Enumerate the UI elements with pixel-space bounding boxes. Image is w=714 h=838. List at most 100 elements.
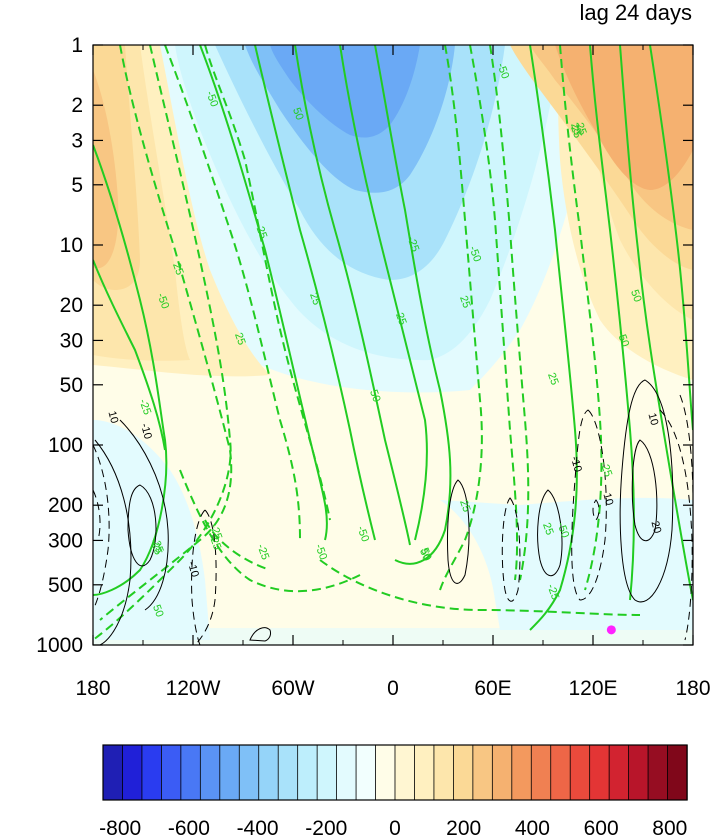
green-contour-label: -50 xyxy=(354,524,371,543)
x-tick-label: 60E xyxy=(474,677,511,700)
x-axis: 180 120W 60W 0 60E 120E 180 xyxy=(75,45,711,700)
green-contour-label: 50 xyxy=(418,546,433,562)
green-contour-labels: -505025-2525-50-50-252525-5050502525-25-… xyxy=(136,61,643,618)
colorbar-swatch xyxy=(277,744,299,801)
field-region-negative-4 xyxy=(270,45,420,138)
location-marker xyxy=(606,625,616,635)
x-tick-label: 180 xyxy=(75,677,110,700)
black-contour-label: 10 xyxy=(646,412,661,427)
x-tick-label: 180 xyxy=(675,677,710,700)
chart-title: lag 24 days xyxy=(579,0,692,25)
x-tick-label: 60W xyxy=(271,677,314,700)
green-contour-label: -50 xyxy=(466,244,483,263)
green-contour-label: -25 xyxy=(404,234,421,253)
colorbar-swatch xyxy=(433,744,455,801)
black-contour-pos xyxy=(119,419,169,611)
colorbar-swatch xyxy=(375,744,396,801)
black-contour-label: -10 xyxy=(185,560,201,578)
black-contour-label: 10 xyxy=(106,410,121,425)
green-contour-label: 50 xyxy=(628,288,643,304)
green-contour-label: 50 xyxy=(150,603,165,619)
green-contour-label: 25 xyxy=(457,498,472,514)
green-contour-neg xyxy=(164,45,301,541)
black-contour-pos xyxy=(537,489,563,577)
y-tick-label: 500 xyxy=(48,574,83,597)
green-contour-label: -25 xyxy=(544,582,561,601)
green-contour-label: -50 xyxy=(614,329,631,348)
green-contour-label: -25 xyxy=(147,537,164,556)
y-tick-label: 10 xyxy=(60,234,83,257)
colorbar-tick-label: 0 xyxy=(389,817,401,838)
colorbar-tick-label: 600 xyxy=(584,817,619,838)
colorbar-swatch xyxy=(608,744,630,801)
colorbar-swatch xyxy=(122,744,143,801)
black-contour-pos xyxy=(249,627,271,642)
green-contour-label: -25 xyxy=(597,459,614,478)
green-contour-label: 25 xyxy=(573,121,588,137)
y-axis: 1 2 3 5 10 20 30 50 100 200 300 500 1000 xyxy=(36,34,693,657)
green-contour-label: 50 xyxy=(290,106,305,122)
black-contour-neg xyxy=(93,489,101,541)
colorbar-swatch xyxy=(219,744,240,801)
colorbar-swatch xyxy=(199,744,221,801)
green-contour-label: -50 xyxy=(494,61,511,80)
colorbar-swatch xyxy=(628,744,649,801)
x-tick-label: 0 xyxy=(387,677,399,700)
green-contour-neg xyxy=(99,45,233,621)
colorbar-swatch xyxy=(647,744,669,801)
green-contour-label: -50 xyxy=(312,542,329,561)
colorbar-swatch xyxy=(141,744,163,801)
y-tick-label: 20 xyxy=(60,294,83,317)
x-tick-label: 120E xyxy=(568,677,617,700)
green-contour-pos xyxy=(93,259,166,451)
green-contour-neg xyxy=(93,45,232,641)
green-contour-pos xyxy=(294,45,411,546)
colorbar-frame xyxy=(102,744,688,801)
y-tick-label: 1000 xyxy=(36,634,83,657)
y-tick-label: 100 xyxy=(48,434,83,457)
green-contour-label: 25 xyxy=(393,311,408,327)
black-contour-neg xyxy=(592,499,600,521)
green-contour-label: 25 xyxy=(457,294,472,310)
green-contour-label: -50 xyxy=(154,291,171,310)
green-contour-label: 25 xyxy=(170,261,185,277)
colorbar-swatch xyxy=(530,744,552,801)
colorbar-swatch xyxy=(511,744,532,801)
green-contour-pos xyxy=(619,45,693,601)
green-contour-label: -50 xyxy=(554,520,571,539)
y-tick-label: 30 xyxy=(60,329,83,352)
black-contour-neg xyxy=(501,497,521,602)
colorbar-swatch xyxy=(472,744,494,801)
green-contours xyxy=(93,45,693,641)
black-contour-label: 20 xyxy=(649,520,664,535)
black-contour-neg xyxy=(194,509,217,645)
colorbar-tick-label: -400 xyxy=(237,817,279,838)
colorbar-tick-label: -200 xyxy=(305,817,347,838)
colorbar-tick-label: 800 xyxy=(652,817,687,838)
black-contour-pos xyxy=(94,439,132,645)
colorbar: -800 -600 -400 -200 0 200 400 600 800 xyxy=(99,744,688,838)
green-contour-label: 25 xyxy=(232,331,247,347)
colorbar-swatch xyxy=(316,744,338,801)
green-contour-label: -25 xyxy=(206,532,223,551)
colorbar-tick-label: 200 xyxy=(446,817,481,838)
green-contour-pos xyxy=(339,45,428,541)
black-contour-neg xyxy=(191,509,206,645)
green-contour-label: 25 xyxy=(568,121,583,137)
black-contour-label: 10 xyxy=(601,492,616,507)
colorbar-swatch xyxy=(180,744,202,801)
green-contour-neg xyxy=(489,45,530,581)
green-contour-label: 25 xyxy=(150,539,165,555)
green-contour-label: 25 xyxy=(545,371,560,387)
green-contour-pos xyxy=(199,45,328,541)
black-contour-pos xyxy=(127,484,157,567)
colorbar-swatch xyxy=(160,744,182,801)
colorbar-tick-label: -600 xyxy=(168,817,210,838)
green-contour-neg xyxy=(559,45,603,591)
black-contour-pos xyxy=(619,379,674,603)
y-tick-label: 300 xyxy=(48,529,83,552)
green-contour-label: 25 xyxy=(307,291,322,307)
black-contour-label: -10 xyxy=(138,422,154,440)
colorbar-swatch xyxy=(569,744,591,801)
